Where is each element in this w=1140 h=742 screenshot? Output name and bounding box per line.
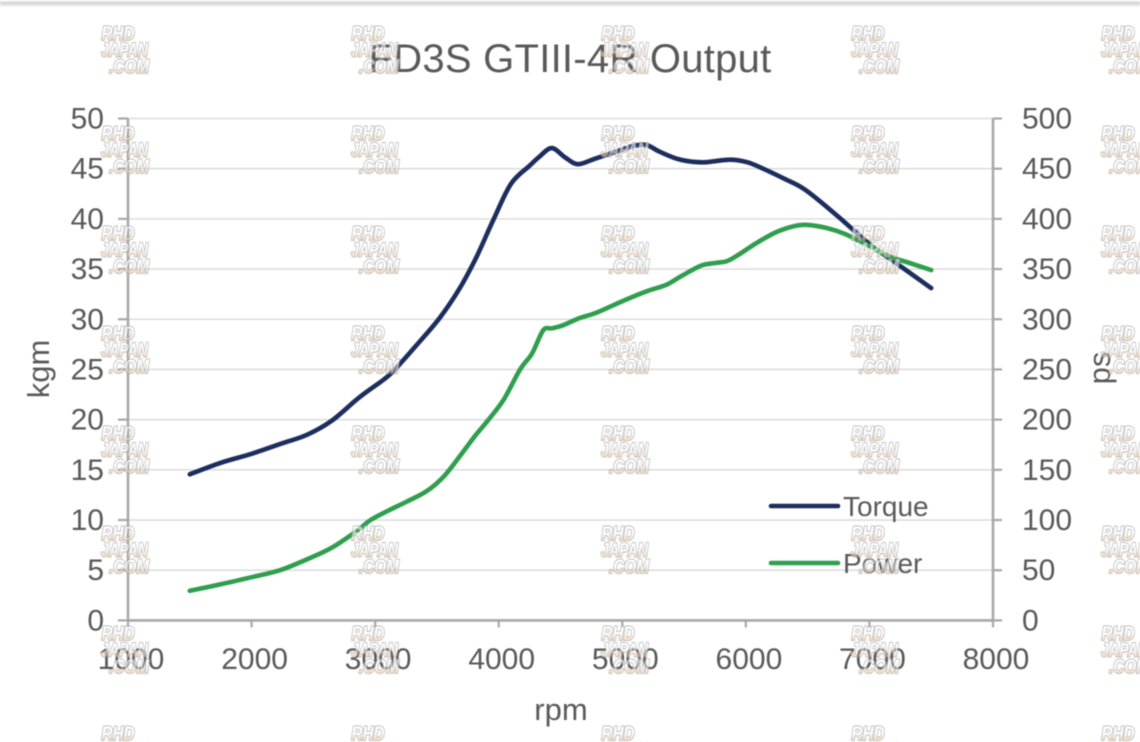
svg-text:25: 25	[71, 353, 104, 386]
svg-text:40: 40	[71, 203, 104, 236]
svg-text:5: 5	[87, 554, 104, 587]
svg-text:500: 500	[1022, 103, 1072, 136]
svg-text:350: 350	[1022, 253, 1072, 286]
svg-text:kgm: kgm	[21, 340, 56, 399]
svg-text:6000: 6000	[716, 643, 783, 676]
svg-text:45: 45	[71, 153, 104, 186]
svg-text:4000: 4000	[468, 643, 535, 676]
svg-text:250: 250	[1022, 353, 1072, 386]
svg-text:50: 50	[71, 103, 104, 136]
svg-text:Torque: Torque	[843, 491, 929, 522]
svg-text:200: 200	[1022, 404, 1072, 437]
svg-text:150: 150	[1022, 454, 1072, 487]
svg-text:100: 100	[1022, 504, 1072, 537]
svg-text:400: 400	[1022, 203, 1072, 236]
svg-text:0: 0	[1022, 604, 1039, 637]
svg-text:30: 30	[71, 303, 104, 336]
svg-text:20: 20	[71, 404, 104, 437]
svg-text:rpm: rpm	[534, 692, 587, 727]
svg-text:8000: 8000	[963, 643, 1030, 676]
svg-text:50: 50	[1022, 554, 1055, 587]
svg-text:10: 10	[71, 504, 104, 537]
svg-text:FD3S GTIII-4R Output: FD3S GTIII-4R Output	[369, 37, 772, 81]
svg-text:35: 35	[71, 253, 104, 286]
svg-text:450: 450	[1022, 153, 1072, 186]
svg-text:2000: 2000	[221, 643, 288, 676]
svg-text:0: 0	[87, 604, 104, 637]
svg-text:15: 15	[71, 454, 104, 487]
svg-text:300: 300	[1022, 303, 1072, 336]
